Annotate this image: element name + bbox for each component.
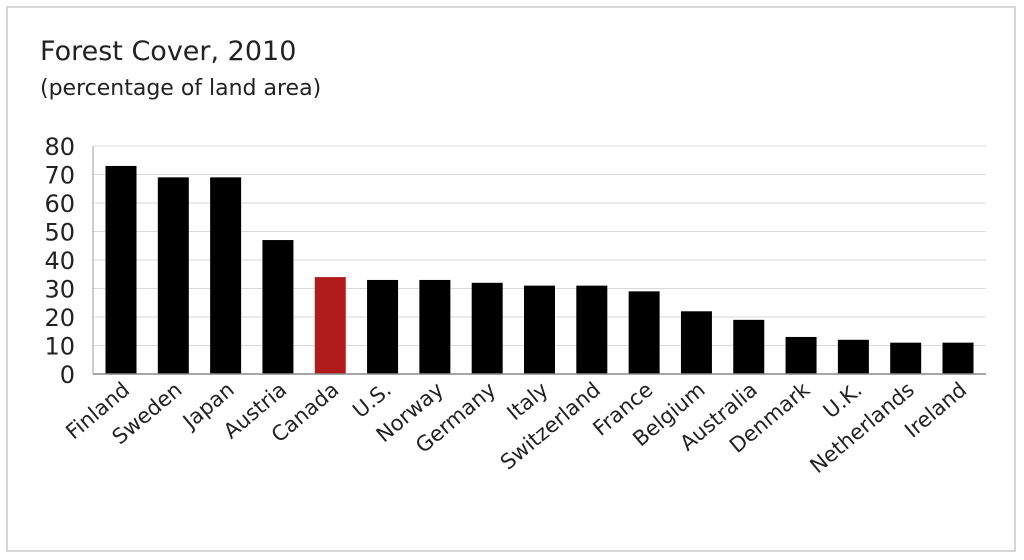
y-tick-label: 0 [60, 361, 75, 389]
bar [733, 319, 765, 374]
bar [471, 282, 503, 374]
bar [628, 291, 660, 374]
y-tick-label: 40 [44, 247, 75, 275]
chart-title: Forest Cover, 2010 [40, 36, 297, 67]
bar [942, 342, 974, 374]
bar [367, 279, 399, 374]
chart-subtitle: (percentage of land area) [40, 76, 322, 101]
bar [419, 279, 451, 374]
y-tick-label: 10 [44, 333, 75, 361]
bars [105, 165, 974, 374]
y-tick-label: 20 [44, 304, 75, 332]
bar [890, 342, 922, 374]
bar [576, 285, 608, 374]
y-tick-label: 70 [44, 162, 75, 190]
bar [785, 336, 817, 374]
y-tick-label: 80 [44, 133, 75, 161]
bar [680, 311, 712, 374]
bar [314, 277, 346, 374]
bar [210, 177, 242, 374]
bar [262, 240, 294, 374]
bar [524, 285, 555, 374]
y-tick-label: 60 [44, 190, 75, 218]
y-tick-label: 30 [44, 276, 75, 304]
bar [105, 165, 137, 374]
bar [157, 177, 189, 374]
x-category-label: Switzerland [496, 377, 605, 474]
bar [837, 339, 869, 374]
y-tick-label: 50 [44, 219, 75, 247]
